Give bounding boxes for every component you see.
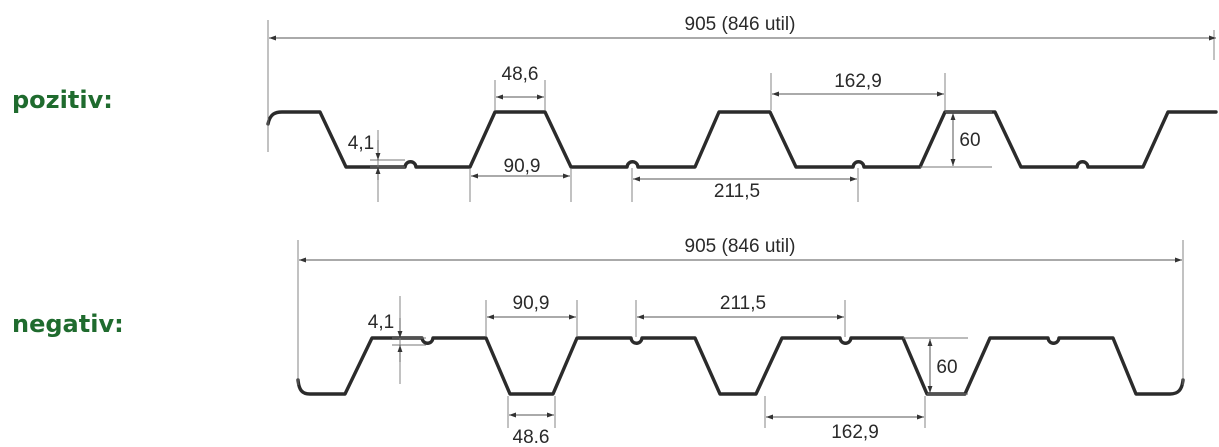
positive-groove-text: 4,1	[348, 133, 374, 154]
positive-width-text: 905 (846 util)	[685, 14, 796, 35]
negative-profile-outline	[296, 336, 1185, 396]
positive-groove-spacing-text: 211,5	[714, 181, 760, 202]
positive-rib-pitch-text: 162,9	[834, 71, 882, 92]
negative-groove-text: 4,1	[368, 312, 394, 333]
positive-profile-label: pozitiv:	[12, 86, 113, 114]
positive-bottom-width-text: 90,9	[504, 156, 541, 177]
negative-rib-pitch-text: 162,9	[831, 422, 879, 443]
negative-profile-label: negativ:	[12, 310, 124, 338]
negative-height-text: 60	[936, 357, 957, 378]
negative-profile: 905 (846 util) 90,9 211,5 4,1 60 48.6 16	[296, 236, 1185, 447]
negative-top-width-text: 90,9	[513, 293, 550, 314]
positive-height-text: 60	[959, 130, 980, 151]
negative-groove-spacing-text: 211,5	[720, 293, 766, 314]
negative-bottom-flange-text: 48.6	[513, 427, 550, 447]
negative-width-text: 905 (846 util)	[685, 236, 796, 257]
positive-profile-outline	[266, 110, 1218, 169]
positive-profile: 905 (846 util) 48,6 162,9 4,1 90,9 211,5	[266, 14, 1218, 202]
positive-top-flange-text: 48,6	[502, 64, 539, 85]
